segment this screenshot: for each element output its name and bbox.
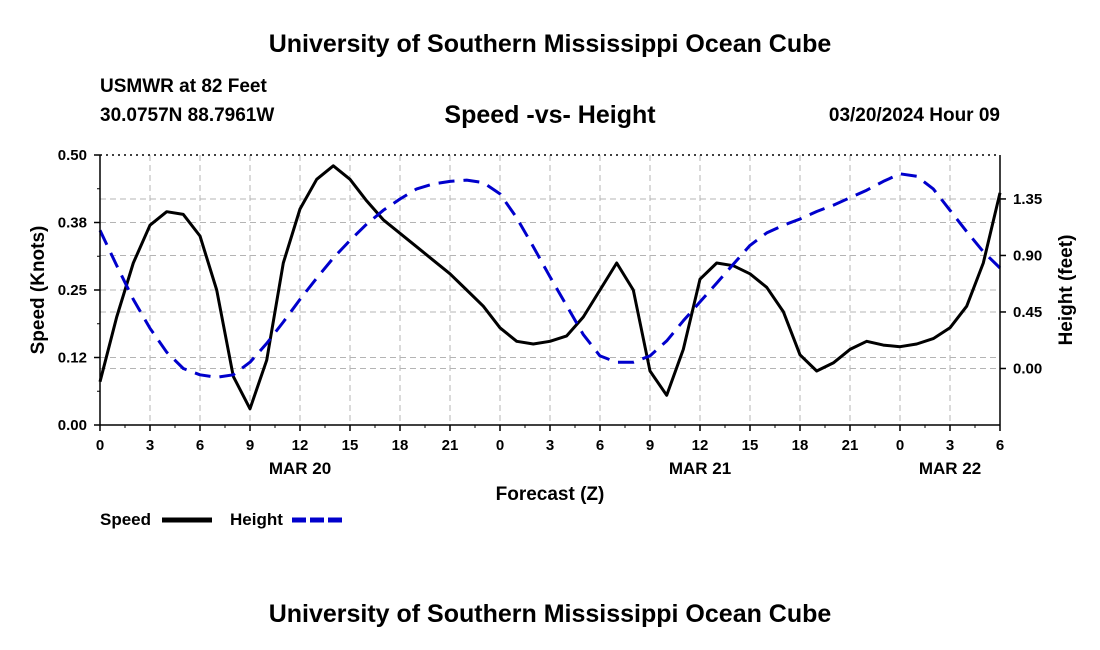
- series-line-speed: [98, 164, 1002, 411]
- series-line-height: [98, 172, 1002, 379]
- date-label: MAR 22: [919, 459, 981, 478]
- date-label: MAR 21: [669, 459, 731, 478]
- x-tick-label: 3: [146, 437, 154, 454]
- chart-subtitle: Speed -vs- Height: [444, 101, 656, 129]
- x-tick-label: 3: [946, 437, 954, 454]
- grid: [100, 155, 1000, 425]
- legend-label-speed: Speed: [100, 510, 151, 529]
- legend: Speed Height: [100, 510, 342, 529]
- y-right-axis-title: Height (feet): [1056, 235, 1077, 346]
- x-tick-label: 9: [246, 437, 254, 454]
- y-left-tick-label: 0.00: [58, 417, 87, 434]
- x-tick-label: 6: [196, 437, 204, 454]
- x-tick-label: 15: [742, 437, 759, 454]
- x-axis-title: Forecast (Z): [496, 484, 605, 505]
- chart-title: University of Southern Mississippi Ocean…: [268, 30, 832, 58]
- y-left-tick-label: 0.25: [58, 282, 87, 299]
- station-coordinates: 30.0757N 88.7961W: [100, 105, 275, 126]
- x-tick-label: 6: [996, 437, 1004, 454]
- station-label: USMWR at 82 Feet: [100, 76, 267, 97]
- y-right-tick-label: 1.35: [1013, 191, 1042, 208]
- y-right-tick-label: 0.45: [1013, 304, 1042, 321]
- x-tick-label: 15: [342, 437, 359, 454]
- x-tick-label: 0: [896, 437, 904, 454]
- axis-labels: 0 3 6 9 12 15 18 21 0 3 6 9 12 15 18 21 0 3 6 MAR 20 MAR 21 M…: [28, 147, 1077, 505]
- x-tick-label: 0: [496, 437, 504, 454]
- y-left-tick-label: 0.50: [58, 147, 87, 164]
- forecast-date: 03/20/2024 Hour 09: [828, 105, 1000, 126]
- y-left-axis-title: Speed (Knots): [28, 226, 49, 355]
- footer-title: University of Southern Mississippi Ocean…: [268, 600, 832, 628]
- y-right-tick-label: 0.90: [1013, 247, 1042, 264]
- x-tick-label: 0: [96, 437, 104, 454]
- date-label: MAR 20: [269, 459, 331, 478]
- legend-label-height: Height: [230, 510, 283, 529]
- x-tick-label: 21: [842, 437, 859, 454]
- y-left-tick-label: 0.12: [58, 350, 87, 367]
- x-tick-label: 6: [596, 437, 604, 454]
- x-tick-label: 18: [792, 437, 809, 454]
- x-tick-label: 3: [546, 437, 554, 454]
- x-tick-label: 18: [392, 437, 409, 454]
- y-left-tick-label: 0.38: [58, 215, 87, 232]
- x-tick-label: 9: [646, 437, 654, 454]
- x-tick-label: 21: [442, 437, 459, 454]
- x-tick-label: 12: [692, 437, 709, 454]
- series-layer: [98, 164, 1002, 411]
- y-right-tick-label: 0.00: [1013, 360, 1042, 377]
- axes: [94, 154, 1006, 431]
- x-tick-label: 12: [292, 437, 309, 454]
